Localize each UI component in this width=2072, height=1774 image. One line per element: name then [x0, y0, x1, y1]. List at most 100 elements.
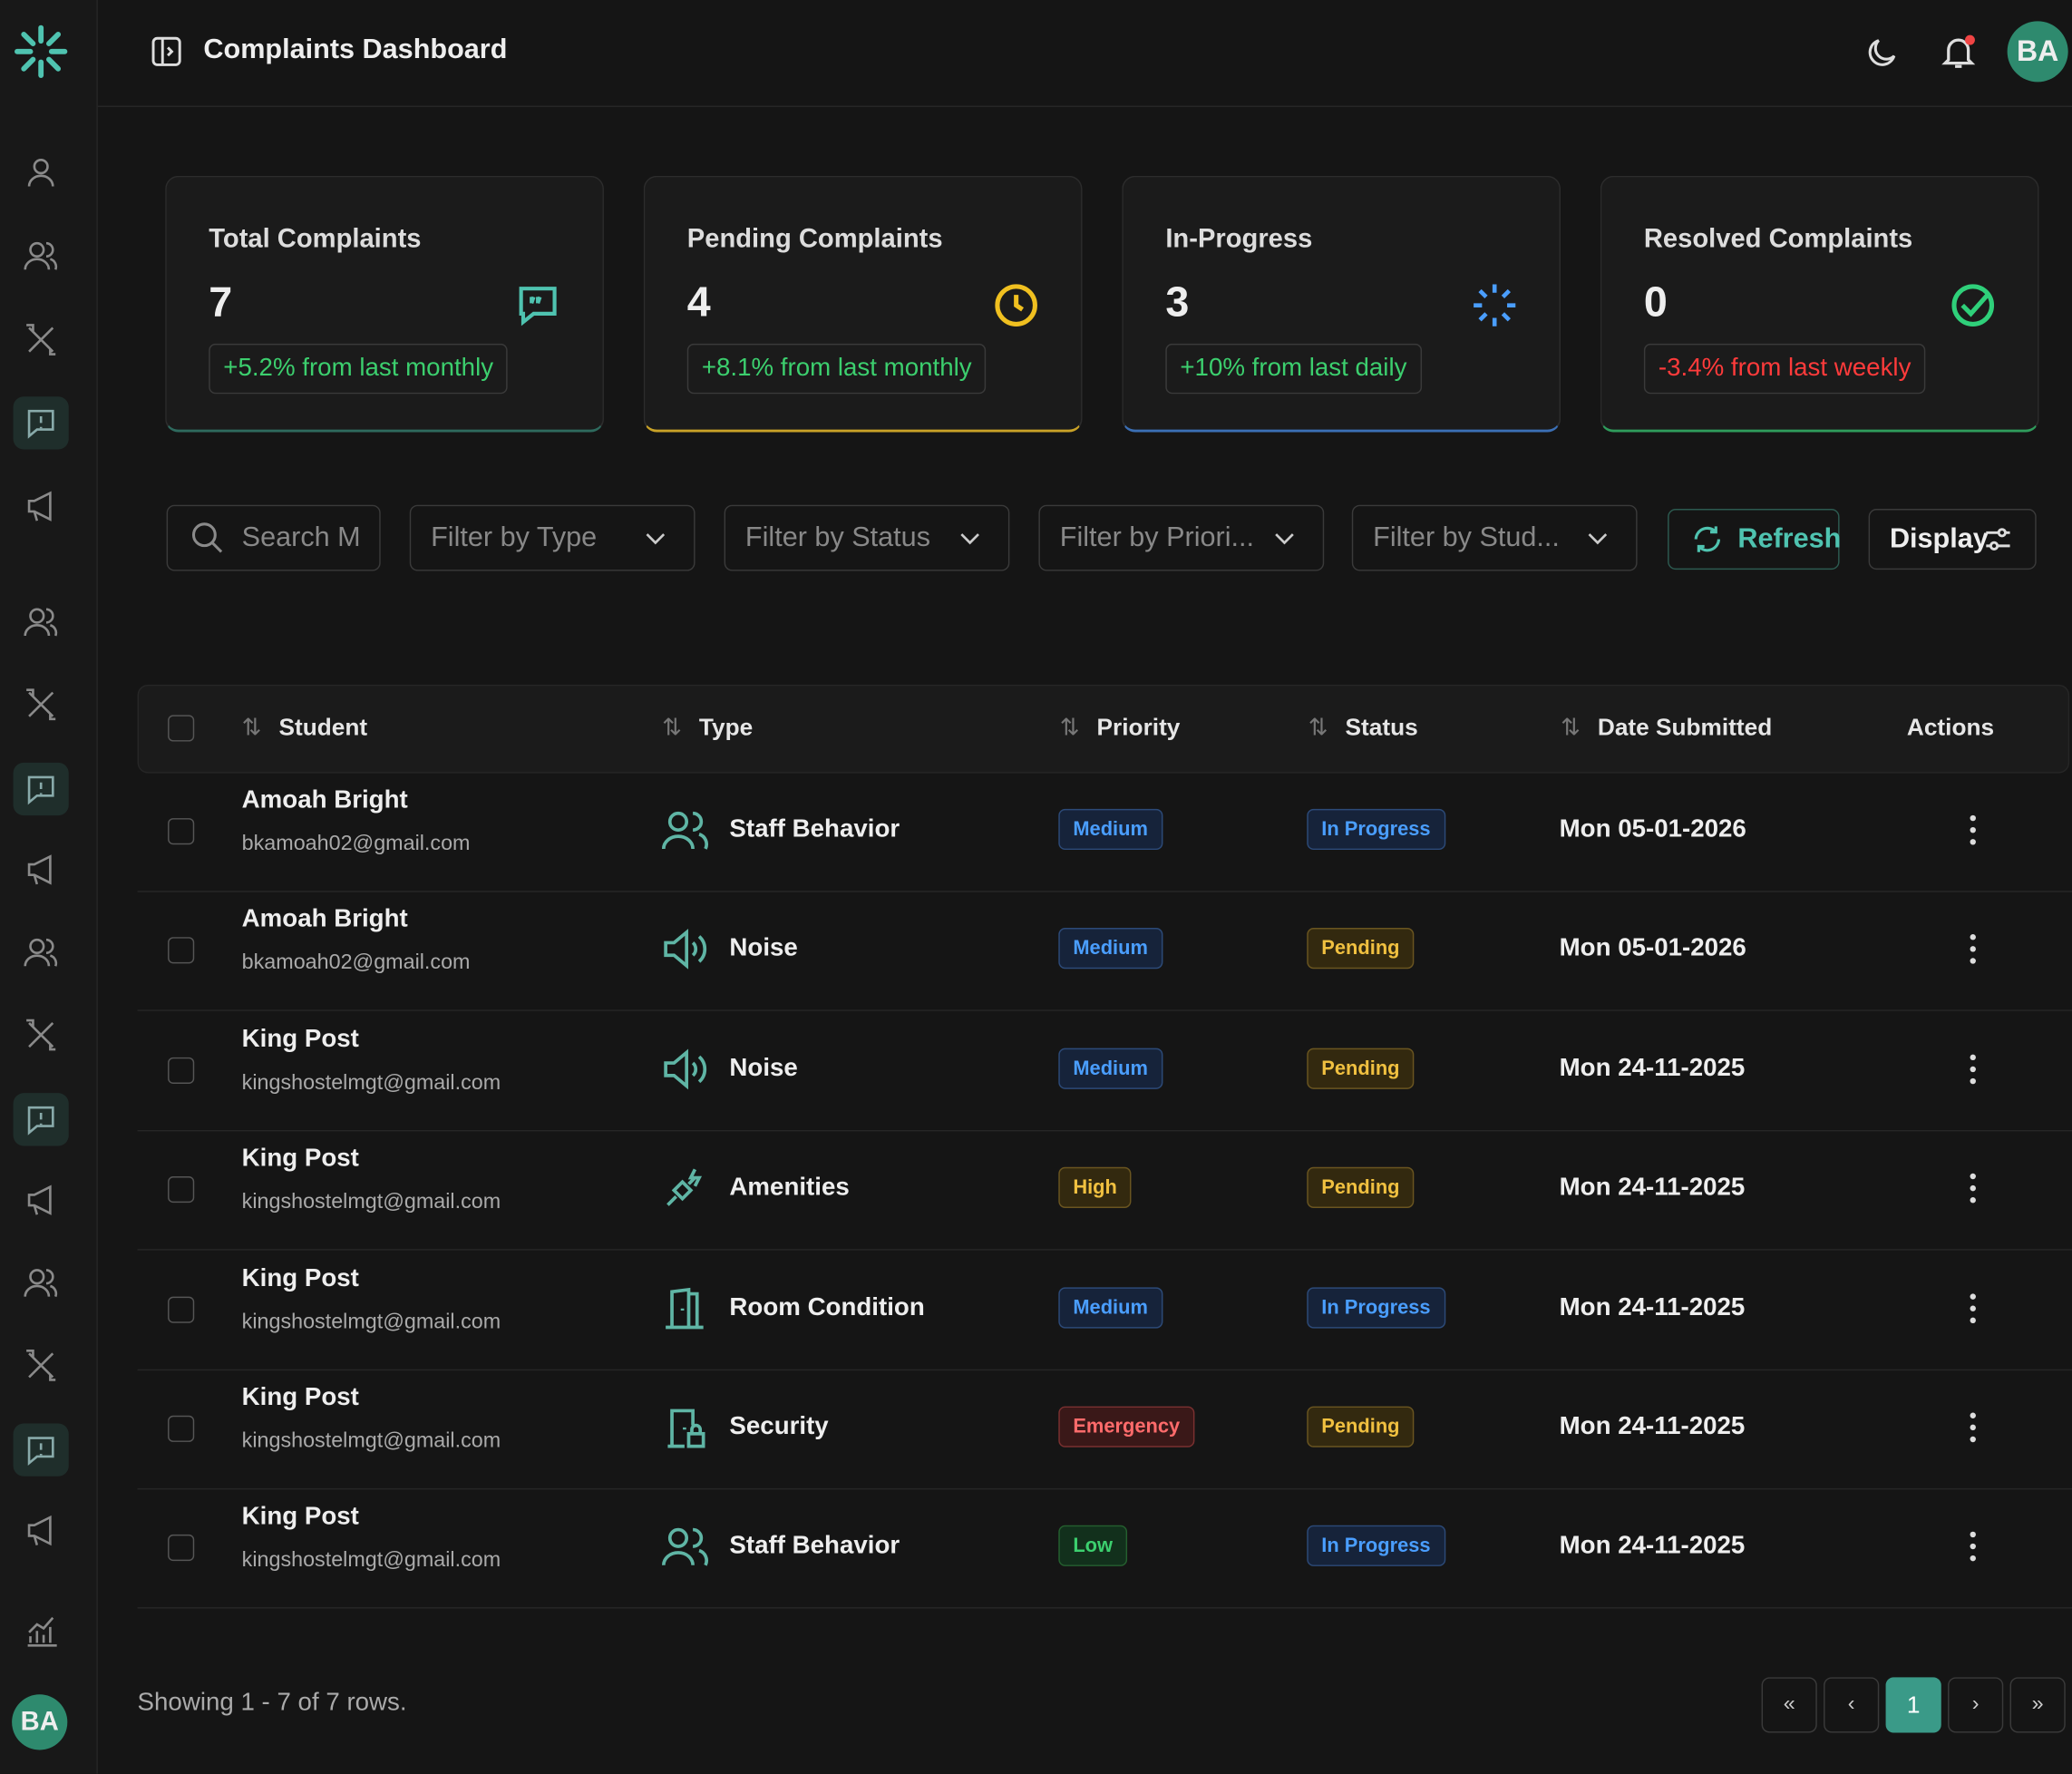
card-value: 3: [1165, 278, 1190, 326]
last-page[interactable]: »: [2009, 1677, 2066, 1733]
card-value: 7: [209, 278, 233, 326]
refresh-button[interactable]: Refresh: [1668, 509, 1841, 570]
next-page[interactable]: ›: [1948, 1677, 2004, 1733]
row-actions[interactable]: [1956, 1050, 1990, 1087]
card-change: +10% from last daily: [1165, 343, 1422, 395]
row-actions[interactable]: [1956, 1290, 1990, 1327]
status-badge: In Progress: [1307, 808, 1445, 851]
filter-priority[interactable]: Filter by Priori...: [1038, 504, 1325, 571]
table-row: [137, 1250, 2072, 1370]
select-all-checkbox[interactable]: [168, 715, 195, 742]
sort-icon[interactable]: ⇅: [1561, 713, 1581, 741]
row-actions[interactable]: [1956, 812, 1990, 849]
card-change: -3.4% from last weekly: [1643, 343, 1926, 395]
row-checkbox[interactable]: [168, 937, 195, 964]
table-row: [137, 772, 2072, 892]
notifications[interactable]: [1939, 32, 1979, 72]
student-email: bkamoah02@gmail.com: [241, 951, 471, 975]
complaint-type: Staff Behavior: [729, 815, 900, 843]
status-badge: In Progress: [1307, 1286, 1445, 1328]
display-button[interactable]: Display: [1868, 509, 2037, 570]
card-change: +8.1% from last monthly: [686, 343, 987, 395]
filter-student[interactable]: Filter by Stud...: [1351, 504, 1638, 571]
toggle-sidebar[interactable]: [151, 35, 182, 67]
complaint-type: Security: [729, 1412, 829, 1441]
sort-icon[interactable]: ⇅: [662, 713, 683, 741]
card-change: +5.2% from last monthly: [209, 343, 509, 395]
stat-card: In-Progress 3 +10% from last daily: [1122, 175, 1561, 433]
date-submitted: Mon 05-01-2026: [1559, 815, 1746, 843]
card-icon: [1470, 280, 1520, 330]
student-email: kingshostelmgt@gmail.com: [241, 1071, 501, 1095]
student-name: King Post: [241, 1145, 359, 1173]
status-badge: Pending: [1307, 1048, 1415, 1089]
sort-icon[interactable]: ⇅: [1308, 713, 1328, 741]
filter-label: Filter by Type: [431, 521, 598, 553]
type-icon: [659, 804, 709, 862]
card-icon: [512, 280, 562, 330]
current-page[interactable]: 1: [1885, 1677, 1941, 1733]
table-row: [137, 1011, 2072, 1132]
search-input[interactable]: Search M: [166, 504, 381, 571]
priority-badge: Low: [1058, 1525, 1128, 1567]
prev-page[interactable]: ‹: [1824, 1677, 1880, 1733]
complaint-type: Staff Behavior: [729, 1532, 900, 1561]
complaint-type: Room Condition: [729, 1293, 925, 1321]
table-header: [137, 684, 2070, 774]
card-value: 0: [1643, 278, 1668, 326]
pagination-info: Showing 1 - 7 of 7 rows.: [137, 1689, 407, 1718]
type-icon: [659, 1402, 709, 1459]
column-header: Type: [698, 713, 754, 741]
date-submitted: Mon 24-11-2025: [1559, 1412, 1746, 1441]
row-checkbox[interactable]: [168, 1176, 195, 1204]
type-icon: [659, 1522, 709, 1579]
status-badge: In Progress: [1307, 1525, 1445, 1567]
stat-card: Total Complaints 7 +5.2% from last monthly: [165, 175, 604, 433]
button-label: Display: [1889, 523, 1989, 554]
filter-status[interactable]: Filter by Status: [724, 504, 1010, 571]
table-row: [137, 1369, 2072, 1490]
filter-label: Filter by Status: [744, 521, 931, 553]
row-actions[interactable]: [1956, 1408, 1990, 1446]
filter-type[interactable]: Filter by Type: [409, 504, 696, 571]
complaint-type: Noise: [729, 934, 798, 963]
card-icon: [1948, 280, 1998, 330]
card-title: Resolved Complaints: [1643, 224, 1913, 254]
row-checkbox[interactable]: [168, 1535, 195, 1562]
column-header: Status: [1345, 713, 1418, 741]
priority-badge: Medium: [1058, 928, 1162, 970]
priority-badge: Medium: [1058, 1286, 1162, 1328]
table-row: [137, 1130, 2072, 1251]
stat-card: Pending Complaints 4 +8.1% from last month…: [643, 175, 1083, 433]
row-actions[interactable]: [1956, 1528, 1990, 1565]
row-actions[interactable]: [1956, 1170, 1990, 1207]
status-badge: Pending: [1307, 928, 1415, 970]
theme-toggle[interactable]: [1863, 34, 1901, 72]
sort-icon[interactable]: ⇅: [1059, 713, 1080, 741]
student-email: bkamoah02@gmail.com: [241, 833, 471, 855]
topbar: Complaints Dashboard BA: [97, 0, 2072, 108]
student-name: King Post: [241, 1383, 359, 1412]
row-checkbox[interactable]: [168, 1057, 195, 1084]
student-email: kingshostelmgt@gmail.com: [241, 1429, 501, 1453]
row-checkbox[interactable]: [168, 1415, 195, 1442]
student-name: King Post: [241, 1264, 359, 1292]
logo: [15, 24, 68, 78]
status-badge: Pending: [1307, 1406, 1415, 1447]
filter-label: Filter by Stud...: [1373, 521, 1560, 553]
type-icon: [659, 1164, 709, 1221]
table-row: [137, 892, 2072, 1012]
date-submitted: Mon 24-11-2025: [1559, 1293, 1746, 1321]
row-checkbox[interactable]: [168, 818, 195, 845]
date-submitted: Mon 05-01-2026: [1559, 934, 1746, 963]
card-title: Total Complaints: [209, 224, 422, 254]
first-page[interactable]: «: [1761, 1677, 1817, 1733]
sidebar-avatar[interactable]: BA: [12, 1694, 68, 1750]
type-icon: [659, 1282, 709, 1340]
user-avatar[interactable]: BA: [2007, 21, 2068, 83]
sort-icon[interactable]: ⇅: [241, 713, 262, 741]
row-checkbox[interactable]: [168, 1296, 195, 1323]
row-actions[interactable]: [1956, 931, 1990, 969]
status-badge: Pending: [1307, 1167, 1415, 1209]
